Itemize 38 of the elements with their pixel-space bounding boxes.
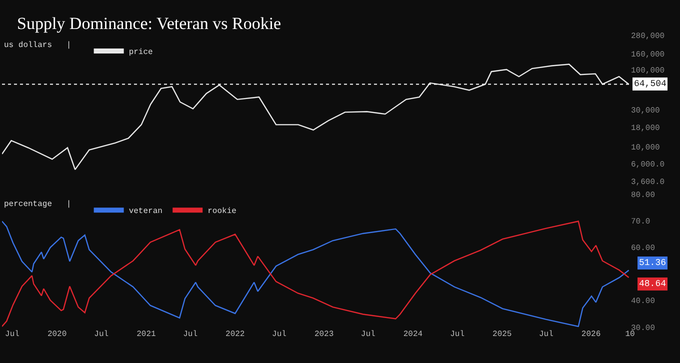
- x-tick-label: Jul: [5, 330, 20, 339]
- line-series: [2, 64, 630, 170]
- y-tick-label: 18,000: [631, 124, 660, 133]
- line-series: [2, 220, 630, 327]
- y-tick-label: 80.00: [631, 190, 656, 200]
- x-tick-label: 2025: [492, 330, 512, 339]
- y-tick-label: 10,000: [631, 144, 660, 153]
- x-tick-label: 2023: [314, 330, 334, 339]
- y-tick-label: 30,000: [631, 106, 660, 116]
- text: us dollars |: [4, 40, 72, 50]
- y-tick-label: 6,000.0: [631, 160, 665, 170]
- y-tick-label: 70.0: [631, 218, 650, 227]
- x-tick-label: Jul: [360, 330, 376, 339]
- y-tick-label: 160,000: [631, 50, 665, 60]
- x-tick-label: 2020: [47, 330, 67, 339]
- x-tick-label: Jul: [450, 330, 465, 339]
- y-tick-label: 100,000: [631, 66, 665, 76]
- x-tick-label: 10: [625, 330, 635, 339]
- x-tick-label: 2021: [136, 330, 156, 339]
- x-tick-label: Jul: [183, 330, 198, 339]
- data-label: 51.36: [639, 258, 666, 268]
- x-tick-label: Jul: [538, 330, 554, 339]
- legend-label: veteran: [128, 207, 163, 216]
- y-tick-label: 280,000: [631, 32, 665, 41]
- ref-line-label: 64,504: [634, 79, 666, 89]
- x-tick-label: 2022: [226, 330, 245, 339]
- legend-label: rookie: [208, 207, 237, 216]
- x-tick-label: 2026: [581, 330, 601, 339]
- y-tick-label: 60.00: [631, 244, 656, 254]
- chart-title: Supply Dominance: Veteran vs Rookie: [17, 14, 282, 33]
- text: percentage |: [4, 200, 72, 209]
- x-tick-label: Jul: [94, 330, 109, 339]
- y-tick-label: 40.00: [631, 297, 656, 306]
- y-tick-label: 3,600.0: [631, 178, 665, 187]
- x-tick-label: 2024: [403, 330, 423, 339]
- legend-label: price: [128, 48, 154, 58]
- x-tick-label: Jul: [272, 330, 287, 339]
- data-label: 48.64: [639, 279, 666, 289]
